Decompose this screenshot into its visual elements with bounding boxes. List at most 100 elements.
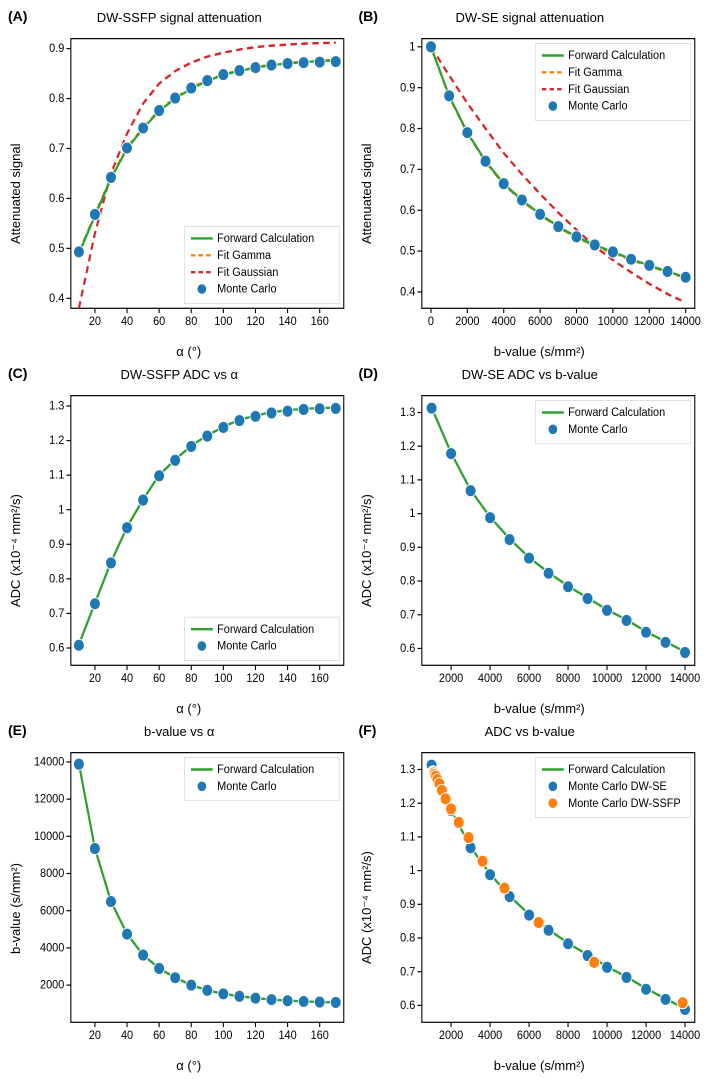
svg-text:10000: 10000: [597, 316, 627, 329]
panel-label: (F): [359, 722, 377, 738]
panel-title: DW-SE ADC vs b-value: [357, 367, 704, 382]
svg-text:1: 1: [409, 508, 415, 521]
panel-a: (A) DW-SSFP signal attenuation Attenuate…: [6, 6, 353, 359]
svg-text:4000: 4000: [40, 942, 64, 955]
svg-text:20: 20: [89, 673, 101, 686]
svg-text:120: 120: [246, 673, 264, 686]
svg-text:0.6: 0.6: [400, 643, 415, 656]
svg-text:80: 80: [185, 673, 197, 686]
svg-text:0.9: 0.9: [400, 82, 415, 95]
svg-text:0.6: 0.6: [400, 1000, 415, 1013]
ylabel: ADC (x10⁻⁴ mm²/s): [357, 743, 376, 1073]
svg-text:2000: 2000: [40, 979, 64, 992]
ylabel: Attenuated signal: [357, 29, 376, 359]
svg-text:Forward Calculation: Forward Calculation: [568, 407, 665, 420]
svg-text:20: 20: [89, 316, 101, 329]
svg-text:Monte Carlo: Monte Carlo: [217, 283, 276, 296]
svg-text:0: 0: [427, 316, 433, 329]
svg-text:Forward Calculation: Forward Calculation: [568, 50, 665, 63]
svg-text:1.1: 1.1: [400, 474, 415, 487]
panel-title: DW-SSFP signal attenuation: [6, 10, 353, 25]
plot-b: 020004000600080001000012000140000.40.50.…: [376, 29, 704, 342]
svg-text:Fit Gaussian: Fit Gaussian: [568, 83, 629, 96]
svg-text:Monte Carlo: Monte Carlo: [217, 640, 276, 653]
svg-text:0.9: 0.9: [49, 538, 64, 551]
svg-text:40: 40: [121, 1030, 133, 1043]
svg-text:8000: 8000: [40, 868, 64, 881]
svg-text:6000: 6000: [516, 1030, 540, 1043]
svg-text:100: 100: [214, 316, 232, 329]
svg-text:Monte Carlo: Monte Carlo: [568, 100, 627, 113]
svg-text:0.9: 0.9: [400, 898, 415, 911]
panel-d: (D) DW-SE ADC vs b-value ADC (x10⁻⁴ mm²/…: [357, 363, 704, 716]
svg-text:100: 100: [214, 673, 232, 686]
plot-f: 20004000600080001000012000140000.60.70.8…: [376, 743, 704, 1056]
svg-text:120: 120: [246, 316, 264, 329]
svg-text:2000: 2000: [438, 673, 462, 686]
svg-text:12000: 12000: [630, 1030, 660, 1043]
svg-text:8000: 8000: [555, 673, 579, 686]
svg-text:12000: 12000: [630, 673, 660, 686]
xlabel: b-value (s/mm²): [376, 699, 704, 716]
svg-text:0.5: 0.5: [49, 243, 64, 256]
panel-label: (E): [8, 722, 27, 738]
xlabel: b-value (s/mm²): [376, 1056, 704, 1073]
svg-text:40: 40: [121, 316, 133, 329]
svg-text:1: 1: [409, 865, 415, 878]
svg-text:0.6: 0.6: [49, 642, 64, 655]
ylabel: ADC (x10⁻⁴ mm²/s): [6, 386, 25, 716]
svg-text:14000: 14000: [669, 1030, 699, 1043]
svg-text:0.9: 0.9: [49, 43, 64, 56]
svg-text:2000: 2000: [455, 316, 479, 329]
svg-text:Monte Carlo: Monte Carlo: [217, 781, 276, 794]
panel-c: (C) DW-SSFP ADC vs α ADC (x10⁻⁴ mm²/s) 2…: [6, 363, 353, 716]
svg-text:0.7: 0.7: [49, 608, 64, 621]
svg-text:Monte Carlo DW-SSFP: Monte Carlo DW-SSFP: [568, 797, 681, 810]
svg-text:12000: 12000: [634, 316, 664, 329]
svg-text:4000: 4000: [477, 673, 501, 686]
xlabel: α (°): [25, 342, 353, 359]
svg-text:60: 60: [153, 673, 165, 686]
svg-text:0.8: 0.8: [49, 93, 64, 106]
panel-f: (F) ADC vs b-value ADC (x10⁻⁴ mm²/s) 200…: [357, 720, 704, 1073]
svg-text:1.2: 1.2: [49, 435, 64, 448]
svg-text:0.7: 0.7: [400, 164, 415, 177]
svg-text:120: 120: [246, 1030, 264, 1043]
svg-text:0.4: 0.4: [49, 292, 65, 305]
svg-text:4000: 4000: [491, 316, 515, 329]
panel-title: b-value vs α: [6, 724, 353, 739]
svg-text:80: 80: [185, 1030, 197, 1043]
svg-text:0.8: 0.8: [49, 573, 64, 586]
svg-text:10000: 10000: [34, 831, 64, 844]
svg-text:160: 160: [311, 673, 329, 686]
svg-text:60: 60: [153, 316, 165, 329]
svg-text:0.5: 0.5: [400, 245, 415, 258]
plot-d: 20004000600080001000012000140000.60.70.8…: [376, 386, 704, 699]
xlabel: α (°): [25, 1056, 353, 1073]
svg-text:1.3: 1.3: [49, 400, 64, 413]
svg-text:1.2: 1.2: [400, 797, 415, 810]
svg-text:12000: 12000: [34, 793, 64, 806]
svg-text:14000: 14000: [34, 756, 64, 769]
svg-text:160: 160: [311, 316, 329, 329]
svg-text:20: 20: [89, 1030, 101, 1043]
svg-text:140: 140: [278, 1030, 296, 1043]
svg-text:Fit Gaussian: Fit Gaussian: [217, 266, 278, 279]
panel-title: ADC vs b-value: [357, 724, 704, 739]
svg-text:0.9: 0.9: [400, 541, 415, 554]
plot-e: 2040608010012014016020004000600080001000…: [25, 743, 353, 1056]
svg-text:14000: 14000: [670, 316, 700, 329]
svg-text:8000: 8000: [555, 1030, 579, 1043]
svg-text:140: 140: [278, 316, 296, 329]
panel-label: (D): [359, 365, 378, 381]
svg-text:6000: 6000: [40, 905, 64, 918]
svg-text:1: 1: [58, 504, 64, 517]
svg-text:160: 160: [311, 1030, 329, 1043]
plot-a: 204060801001201401600.40.50.60.70.80.9Fo…: [25, 29, 353, 342]
panel-label: (A): [8, 8, 27, 24]
svg-text:0.4: 0.4: [400, 286, 416, 299]
svg-text:1.2: 1.2: [400, 440, 415, 453]
ylabel: ADC (x10⁻⁴ mm²/s): [357, 386, 376, 716]
svg-text:1.3: 1.3: [400, 407, 415, 420]
ylabel: b-value (s/mm²): [6, 743, 25, 1073]
